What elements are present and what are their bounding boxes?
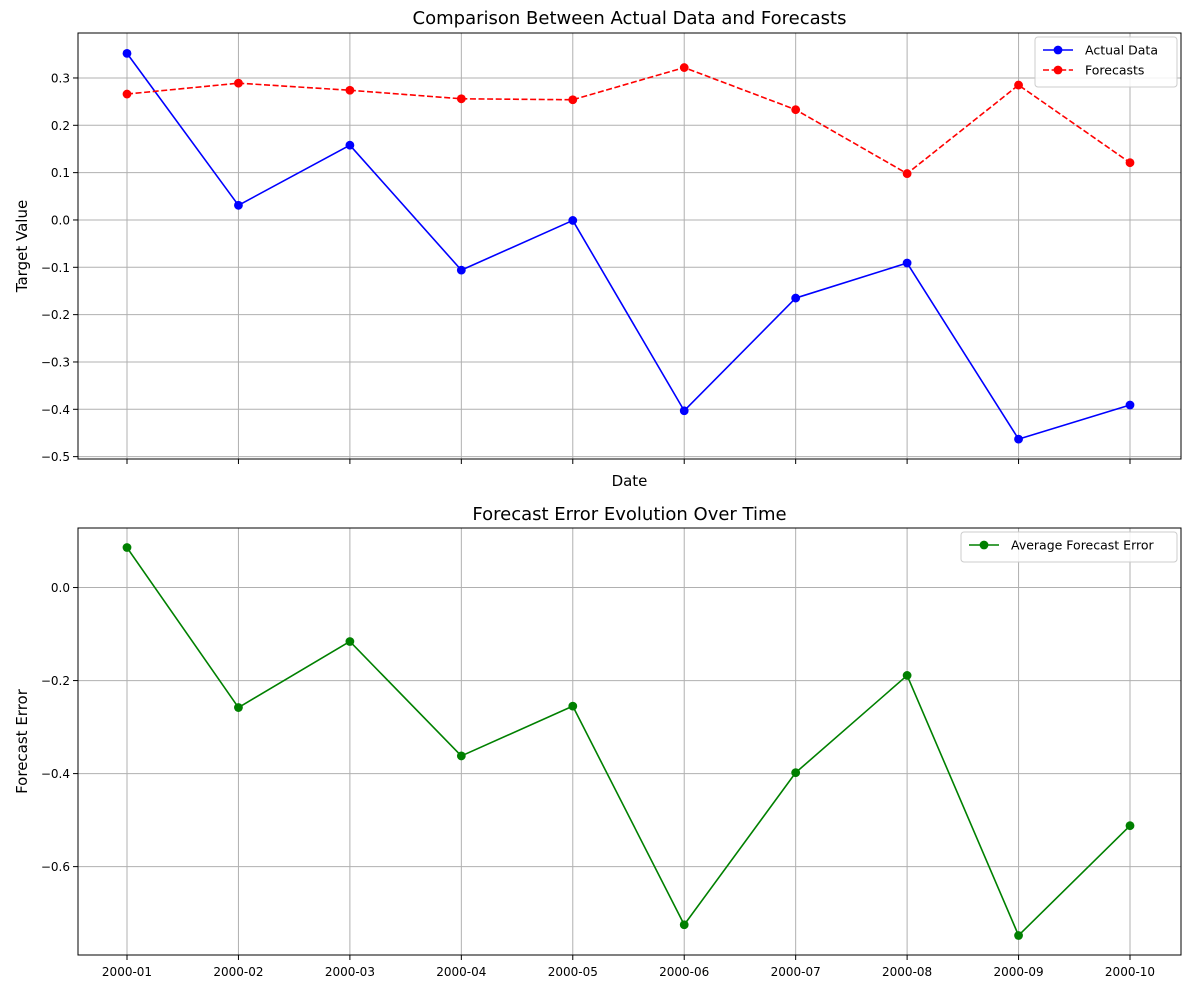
data-point <box>122 89 132 99</box>
y-tick-label: 0.0 <box>51 213 70 227</box>
data-point <box>791 768 801 778</box>
x-tick-label: 2000-09 <box>993 965 1043 979</box>
data-point <box>791 293 801 303</box>
data-point <box>902 671 912 680</box>
data-point <box>679 406 689 416</box>
y-tick-label: 0.2 <box>51 119 70 133</box>
y-tick-label: −0.4 <box>41 767 70 781</box>
legend: Actual Data Forecasts <box>1034 36 1178 88</box>
data-point <box>1125 821 1135 831</box>
series-forecasts <box>122 63 1135 178</box>
data-point <box>456 751 466 761</box>
x-tick-label: 2000-04 <box>436 965 486 979</box>
data-point <box>1014 931 1023 940</box>
legend-marker <box>1053 65 1063 75</box>
data-point <box>456 94 466 104</box>
chart-title: Comparison Between Actual Data and Forec… <box>413 8 847 29</box>
data-point <box>568 95 578 105</box>
y-tick-label: 0.0 <box>51 581 70 595</box>
data-point <box>234 703 243 712</box>
y-tick-label: −0.5 <box>41 450 70 464</box>
x-tick-label: 2000-01 <box>102 965 152 979</box>
y-tick-label: −0.1 <box>41 261 70 275</box>
x-axis-title: Date <box>612 472 648 490</box>
series-line <box>126 547 1131 937</box>
data-point <box>902 258 912 268</box>
plot-frame <box>77 527 1182 956</box>
data-point <box>568 701 578 711</box>
grid <box>78 33 1181 459</box>
plot-frame <box>77 32 1182 460</box>
data-point <box>234 200 243 210</box>
x-tick-label: 2000-08 <box>882 965 932 979</box>
data-point <box>345 85 355 95</box>
y-tick-label: −0.4 <box>41 403 70 417</box>
chart-title: Forecast Error Evolution Over Time <box>472 504 786 525</box>
data-point <box>1014 434 1023 444</box>
x-tick-label: 2000-05 <box>548 965 598 979</box>
y-tick-label: 0.1 <box>51 166 70 180</box>
forecast-error-chart: 2000-01 2000-02 2000-03 2000-04 2000-05 2000-… <box>13 504 1182 979</box>
data-point <box>791 105 801 115</box>
data-point <box>122 543 132 552</box>
legend-marker <box>1053 45 1063 55</box>
series-average-forecast-error <box>122 543 1135 940</box>
x-tick-label: 2000-10 <box>1105 965 1155 979</box>
y-axis: 0.0 −0.2 −0.4 −0.6 <box>41 581 78 874</box>
x-axis <box>126 459 1131 464</box>
y-axis: 0.3 0.2 0.1 0.0 −0.1 −0.2 −0.3 −0.4 −0.5 <box>41 71 78 464</box>
series-actual-data <box>122 48 1135 444</box>
data-point <box>456 265 466 275</box>
y-axis-title: Target Value <box>13 200 31 293</box>
x-tick-label: 2000-07 <box>771 965 821 979</box>
y-tick-label: 0.3 <box>51 71 70 85</box>
y-axis-title: Forecast Error <box>13 688 31 794</box>
data-point <box>679 63 689 72</box>
x-tick-label: 2000-06 <box>659 965 709 979</box>
legend-box <box>960 531 1178 563</box>
y-tick-label: −0.6 <box>41 860 70 874</box>
data-point <box>568 216 578 225</box>
data-point <box>902 169 912 178</box>
legend-label: Average Forecast Error <box>1011 538 1155 553</box>
legend: Average Forecast Error <box>960 531 1178 563</box>
legend-label: Actual Data <box>1085 43 1158 58</box>
x-axis: 2000-01 2000-02 2000-03 2000-04 2000-05 2000-… <box>102 955 1155 979</box>
series-line <box>126 66 1131 175</box>
data-point <box>345 637 355 646</box>
series-line <box>126 52 1131 440</box>
data-point <box>679 920 689 930</box>
x-tick-label: 2000-02 <box>213 965 263 979</box>
grid <box>78 528 1181 955</box>
data-point <box>1014 80 1023 90</box>
actual-vs-forecast-chart: 0.3 0.2 0.1 0.0 −0.1 −0.2 −0.3 −0.4 −0.5 Comparis… <box>13 8 1182 490</box>
data-point <box>122 48 132 58</box>
y-tick-label: −0.3 <box>41 355 70 369</box>
y-tick-label: −0.2 <box>41 674 70 688</box>
data-point <box>1125 400 1135 410</box>
legend-marker <box>979 540 989 550</box>
y-tick-label: −0.2 <box>41 308 70 322</box>
data-point <box>1125 158 1135 168</box>
x-tick-label: 2000-03 <box>325 965 375 979</box>
legend-label: Forecasts <box>1085 63 1144 78</box>
data-point <box>345 140 355 150</box>
data-point <box>234 78 243 88</box>
